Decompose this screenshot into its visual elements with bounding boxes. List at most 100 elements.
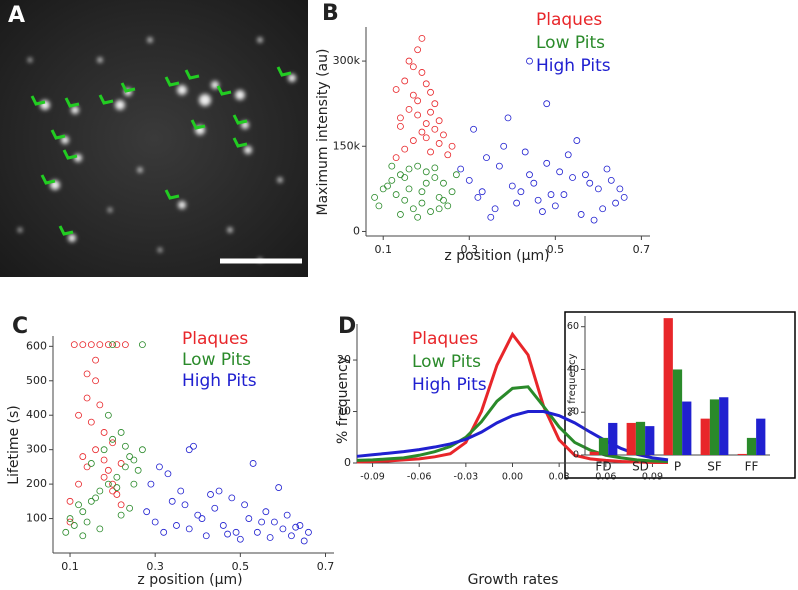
line: [356, 331, 668, 464]
x-tick-label: 0.03: [549, 472, 570, 483]
y-tick-label: 20: [337, 353, 351, 366]
scatter-point: [414, 162, 422, 170]
scatter-point: [185, 446, 193, 454]
x-tick-label: -0.03: [454, 472, 479, 483]
y-axis-label: % frequency: [335, 356, 351, 444]
scatter-point: [211, 504, 219, 512]
y-tick-label: 400: [26, 408, 47, 421]
y-tick-label: 60: [567, 321, 579, 332]
scatter-point: [526, 57, 533, 65]
scatter-point: [448, 142, 456, 150]
scatter-point: [409, 91, 417, 99]
scatter-point: [422, 134, 430, 142]
scatter-point: [104, 411, 112, 419]
scatter-point: [92, 377, 99, 385]
scatter-point: [418, 199, 426, 207]
scatter-point: [79, 453, 87, 460]
scatter-point: [431, 100, 439, 108]
scatter-point: [79, 341, 87, 349]
scatter-point: [440, 179, 447, 187]
scatter-point: [564, 151, 572, 159]
scatter-point: [375, 202, 383, 210]
scatter-point: [513, 199, 521, 207]
scatter-point: [87, 460, 95, 467]
scatter-point: [508, 182, 516, 190]
bar: [598, 437, 609, 455]
scatter-point: [427, 208, 434, 215]
scatter-point: [435, 140, 443, 147]
scatter-point: [401, 174, 409, 181]
bar: [682, 401, 692, 455]
scatter-point: [104, 480, 112, 488]
scatter-point: [556, 168, 564, 176]
x-tick-label: FD: [595, 460, 611, 474]
x-tick-label: 0.7: [633, 243, 651, 256]
scatter-point: [79, 532, 87, 540]
scatter-point: [292, 523, 300, 531]
scatter-point: [418, 34, 426, 42]
scatter-point: [547, 191, 555, 198]
scatter-point: [521, 148, 529, 156]
scatter-point: [599, 205, 607, 213]
scatter-point: [397, 122, 404, 130]
scatter-point: [198, 515, 206, 522]
scatter-point: [465, 176, 473, 184]
scatter-point: [121, 341, 129, 349]
scatter-point: [92, 446, 99, 454]
scatter-point: [560, 191, 568, 198]
scatter-point: [177, 487, 185, 495]
scatter-point: [384, 182, 391, 190]
scatter-point: [405, 57, 413, 65]
image-background: [0, 0, 308, 277]
scatter-point: [83, 370, 91, 378]
legend-entry: Plaques: [182, 329, 248, 349]
scatter-point: [126, 453, 134, 460]
scatter-point: [104, 466, 112, 474]
arrows: [30, 66, 292, 236]
x-axis-label: Growth rates: [468, 572, 559, 588]
scatter-point: [478, 188, 486, 196]
scatter-point: [612, 199, 619, 207]
scatter-point: [139, 446, 146, 454]
scatter-point: [397, 171, 404, 179]
scatter-point: [573, 137, 581, 144]
scatter-point: [405, 165, 413, 173]
bar: [589, 451, 599, 455]
scatter-point: [435, 205, 443, 213]
scatter-point: [448, 188, 456, 196]
scatter-point: [139, 341, 146, 349]
scatter-point: [232, 528, 240, 536]
scatter-point: [474, 193, 482, 201]
scatter-point: [253, 528, 261, 536]
x-tick-label: 0.5: [547, 243, 565, 256]
x-tick-label: 0.09: [642, 472, 663, 483]
scatter-point: [126, 504, 134, 512]
scatter-point: [87, 497, 95, 505]
bar: [709, 399, 720, 455]
x-axis-label: z position (μm): [444, 248, 549, 264]
scatter-point: [586, 179, 594, 187]
scatter-point: [113, 341, 121, 349]
scatter-point: [66, 497, 74, 505]
scatter-point: [83, 518, 91, 526]
y-tick-label: 300: [26, 443, 47, 456]
scatter-point: [66, 515, 74, 522]
scatter-point: [96, 487, 104, 495]
x-tick-label: 0.1: [374, 243, 392, 256]
scatter-point: [440, 131, 447, 139]
scatter-point: [228, 494, 236, 502]
scatter-point: [151, 518, 159, 526]
scatter-point: [113, 473, 121, 481]
y-tick-label: 100: [26, 512, 47, 525]
scatter-point: [409, 137, 417, 144]
scatter-point: [190, 442, 197, 450]
legend-entry: Low Pits: [182, 350, 251, 370]
scatter-point: [569, 174, 576, 181]
scatter-point: [401, 196, 409, 204]
scatter-point: [173, 522, 180, 529]
legend-entry: High Pits: [182, 371, 257, 391]
scatter-point: [397, 114, 404, 122]
scatter-point: [551, 202, 559, 210]
scatter-point: [241, 501, 248, 509]
bar: [645, 426, 655, 455]
